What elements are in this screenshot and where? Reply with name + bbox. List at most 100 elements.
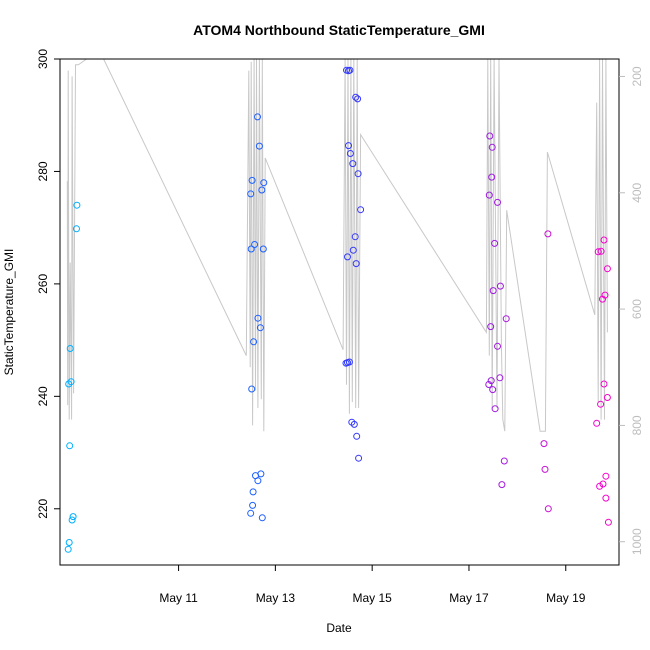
data-point [353,432,361,440]
y-tick-label: 280 [36,161,50,181]
data-point [346,150,354,157]
data-point [602,472,610,480]
data-point [67,378,75,386]
data-point [247,245,255,253]
data-point [485,381,493,388]
data-point [260,179,268,187]
data-point [255,142,263,150]
data-point [489,287,497,295]
data-point [351,233,359,241]
data-point [346,66,354,74]
data-point [247,509,255,517]
data-point [540,440,548,448]
data-point [254,314,262,322]
data-point [251,241,259,248]
data-point [249,488,257,496]
data-point [73,225,80,233]
data-point [593,419,601,427]
x-tick-label: May 19 [546,591,586,605]
data-point [248,385,256,393]
data-point [352,260,360,268]
data-point [544,505,552,513]
data-point [69,513,77,521]
data-point [345,142,352,150]
y2-tick-label: 200 [630,66,644,86]
data-point [496,374,504,382]
data-point [349,160,357,168]
data-point [349,246,357,254]
y2-tick-label: 400 [630,182,644,202]
data-point [544,230,552,238]
y-tick-label: 220 [36,498,50,518]
data-point [488,143,496,151]
data-point [259,245,267,253]
y2-tick-label: 600 [630,299,644,319]
data-point [247,190,255,198]
data-point [500,457,508,465]
data-point [496,282,504,290]
data-point [66,442,74,450]
data-point [66,345,74,352]
data-point [596,482,604,490]
y2-axis: 200 400 600 800 1000 [619,66,644,555]
y-axis: 220 240 260 280 300 [36,49,60,519]
data-point [491,239,499,247]
x-axis: May 11 May 13 May 15 May 17 May 19 [159,565,586,605]
data-point [357,206,365,214]
data-point [600,380,608,388]
x-tick-label: May 15 [352,591,392,605]
plot-frame [59,58,620,566]
data-point [248,176,256,184]
y-axis-label: StaticTemperature_GMI [2,249,16,376]
data-point [494,198,501,206]
data-point [64,545,72,553]
data-point [73,201,81,209]
data-point [256,324,264,332]
data-point [254,477,262,485]
pressure-trace-layer [66,59,608,432]
x-tick-label: May 17 [449,591,489,605]
data-point [485,191,493,199]
x-tick-label: May 11 [159,591,198,605]
chart-title: ATOM4 Northbound StaticTemperature_GMI [193,22,485,38]
data-point [600,236,608,244]
y2-tick-label: 800 [630,415,644,435]
data-point [258,514,266,522]
data-point [258,186,266,194]
x-tick-label: May 13 [256,591,296,605]
data-point [491,405,499,413]
data-point [249,501,257,509]
y-tick-label: 260 [36,274,50,294]
x-axis-label: Date [326,621,352,635]
data-point [486,132,494,140]
data-point [257,470,265,478]
pressure-trace-line [66,59,608,432]
data-point [603,394,611,401]
data-point [599,295,606,303]
data-point [594,248,602,256]
y-tick-label: 240 [36,386,50,406]
data-point [487,323,495,331]
data-point [354,170,362,178]
data-point [604,518,612,526]
data-point [494,342,501,350]
data-point [354,95,362,103]
data-point [352,93,360,101]
data-point [541,465,549,473]
data-point [603,265,611,273]
data-point [597,400,605,408]
data-point [602,494,610,502]
data-point [68,516,76,524]
data-point [344,253,351,261]
data-point [489,386,497,394]
data-point [597,247,605,255]
data-point [350,420,358,428]
data-point [254,113,261,121]
data-point [345,358,353,366]
y-tick-label: 300 [36,49,50,69]
data-point [502,315,510,323]
data-point [488,173,496,181]
data-point [250,338,258,346]
data-point [65,539,73,546]
